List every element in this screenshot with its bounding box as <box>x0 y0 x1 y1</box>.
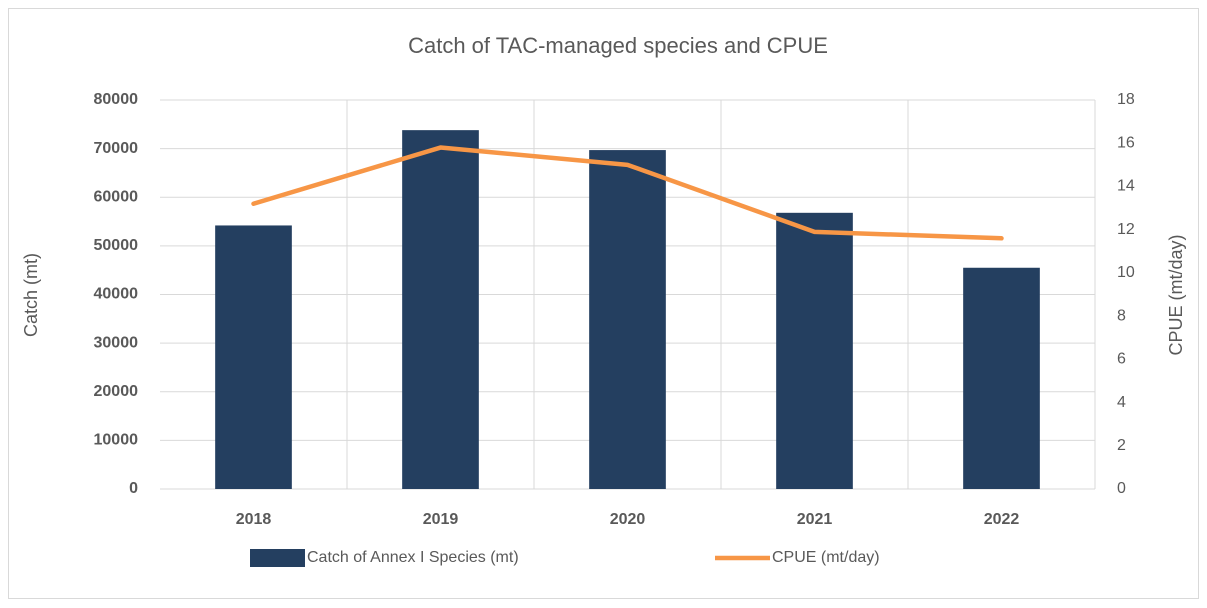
legend-label: CPUE (mt/day) <box>772 549 880 566</box>
bar <box>589 150 666 490</box>
bar <box>963 267 1040 489</box>
y-tick-label: 70000 <box>94 140 139 157</box>
y2-tick-label: 18 <box>1117 91 1135 108</box>
x-tick-label: 2021 <box>797 511 833 528</box>
line <box>251 145 1004 241</box>
y-tick-label: 20000 <box>94 383 139 400</box>
x-tick-label: 2018 <box>236 511 272 528</box>
y-tick-label: 30000 <box>94 334 139 351</box>
y-tick-label: 80000 <box>94 91 139 108</box>
bar <box>402 130 479 489</box>
chart-title: Catch of TAC-managed species and CPUE <box>408 33 828 58</box>
x-tick-label: 2019 <box>423 511 459 528</box>
y2-tick-label: 10 <box>1117 264 1135 281</box>
y-tick-label: 10000 <box>94 432 139 449</box>
y2-tick-label: 6 <box>1117 351 1126 368</box>
y2-tick-label: 14 <box>1117 178 1135 195</box>
x-tick-label: 2022 <box>984 511 1020 528</box>
y-tick-label: 40000 <box>94 286 139 303</box>
y-axis-title: Catch (mt) <box>21 253 41 337</box>
bar <box>215 225 292 489</box>
y-tick-label: 50000 <box>94 237 139 254</box>
y-tick-label: 0 <box>129 480 138 497</box>
y2-tick-label: 4 <box>1117 394 1126 411</box>
y-tick-label: 60000 <box>94 188 139 205</box>
bar <box>776 212 853 489</box>
y2-tick-label: 8 <box>1117 307 1126 324</box>
y2-axis-title: CPUE (mt/day) <box>1166 234 1186 355</box>
y2-tick-label: 0 <box>1117 480 1126 497</box>
legend-label: Catch of Annex I Species (mt) <box>307 549 519 566</box>
legend-swatch <box>250 549 305 567</box>
y2-tick-label: 16 <box>1117 134 1135 151</box>
x-tick-label: 2020 <box>610 511 646 528</box>
y2-tick-label: 2 <box>1117 437 1126 454</box>
y2-tick-label: 12 <box>1117 221 1135 238</box>
